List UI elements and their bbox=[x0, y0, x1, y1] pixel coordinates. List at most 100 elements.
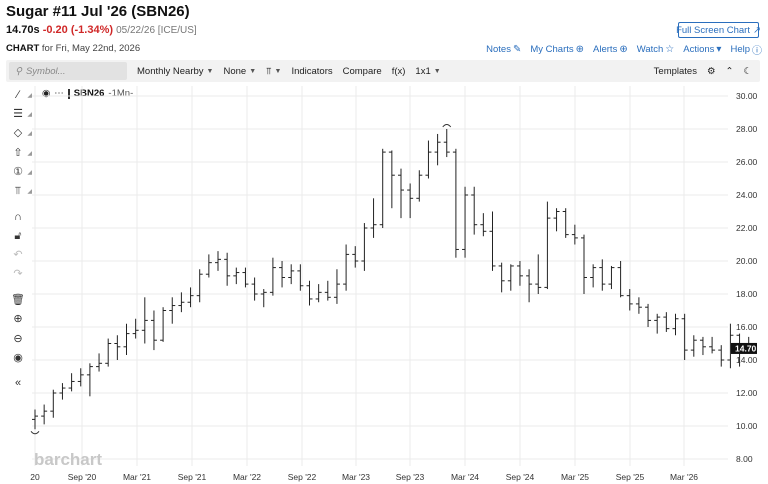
high-marker bbox=[442, 124, 452, 128]
barchart-watermark: barchart bbox=[34, 450, 102, 469]
eye-icon[interactable]: ◉ bbox=[13, 352, 23, 364]
ohlc-bar bbox=[224, 252, 231, 286]
templates-button[interactable]: Templates bbox=[653, 65, 697, 77]
notes-link[interactable]: Notes ✎ bbox=[486, 42, 521, 57]
ohlc-bar bbox=[507, 264, 514, 291]
help-link[interactable]: Help ⓘ bbox=[730, 42, 762, 57]
my-charts-label: My Charts bbox=[530, 44, 574, 55]
more-options-icon[interactable]: ⋯ bbox=[54, 88, 64, 99]
trash-icon[interactable]: 🗑︎ bbox=[11, 294, 25, 306]
bar-type-dropdown[interactable]: ⫪ ▼ bbox=[266, 66, 281, 77]
ohlc-bar bbox=[709, 336, 716, 354]
ohlc-bar bbox=[269, 257, 276, 296]
watch-link[interactable]: Watch ☆ bbox=[637, 42, 675, 57]
ohlc-bar bbox=[315, 284, 322, 303]
layout-label: 1x1 bbox=[415, 65, 431, 77]
x-tick-label: Mar '26 bbox=[670, 472, 698, 482]
ohlc-bar bbox=[160, 307, 167, 342]
alerts-label: Alerts bbox=[593, 44, 618, 55]
ohlc-bar bbox=[599, 259, 606, 291]
shape-tool-icon[interactable]: ◇ ◢ bbox=[13, 127, 32, 139]
ohlc-bar bbox=[590, 264, 597, 288]
star-icon: ☆ bbox=[665, 44, 675, 55]
series-color-swatch bbox=[67, 88, 70, 99]
chevron-down-icon: ▼ bbox=[249, 67, 257, 75]
lock-icon[interactable]: 🔓︎ bbox=[14, 230, 22, 242]
ohlc-bar bbox=[297, 264, 304, 291]
symbol-search-input[interactable]: ⚲ Symbol... bbox=[9, 62, 127, 80]
period-dropdown[interactable]: Monthly Nearby ▼ bbox=[137, 66, 213, 77]
ohlc-bar bbox=[68, 373, 75, 392]
chart-grid bbox=[32, 86, 728, 466]
chevron-down-icon: ▼ bbox=[274, 67, 282, 75]
chart-toolbar: ⚲ Symbol... Monthly Nearby ▼ None ▼ ⫪ ▼ Ind… bbox=[6, 60, 760, 82]
ohlc-bar bbox=[562, 208, 569, 238]
dark-mode-moon-icon[interactable]: ☾ bbox=[743, 65, 752, 77]
plus-circle-icon: ⊕ bbox=[619, 44, 628, 55]
ohlc-bar bbox=[196, 269, 203, 303]
last-price-badge-text: 14.70 bbox=[735, 343, 757, 353]
zoom-in-icon[interactable]: ⊕ bbox=[13, 313, 23, 325]
y-tick-label: 8.00 bbox=[736, 454, 753, 464]
help-label: Help bbox=[730, 44, 750, 55]
ohlc-bar bbox=[370, 198, 377, 238]
y-tick-label: 28.00 bbox=[736, 124, 758, 134]
x-tick-label: Sep '22 bbox=[288, 472, 317, 482]
collapse-up-icon[interactable]: ⌃ bbox=[725, 65, 734, 77]
y-tick-label: 26.00 bbox=[736, 157, 758, 167]
chart-date-line: CHART for Fri, May 22nd, 2026 bbox=[6, 43, 140, 54]
ohlc-bar bbox=[571, 224, 578, 245]
settings-gear-icon[interactable]: ⚙ bbox=[706, 65, 716, 77]
external-link-icon: ↗ bbox=[752, 24, 761, 36]
last-price: 14.70s bbox=[6, 24, 40, 36]
ohlc-bar bbox=[169, 297, 176, 324]
ohlc-bar bbox=[645, 303, 652, 327]
undo-icon[interactable]: ↶ bbox=[13, 249, 23, 261]
ohlc-bar bbox=[526, 269, 533, 303]
legend-period: -1Mn- bbox=[108, 88, 134, 99]
help-icon: ⓘ bbox=[752, 46, 762, 57]
zoom-out-icon[interactable]: ⊖ bbox=[13, 333, 23, 345]
indicators-button[interactable]: Indicators bbox=[291, 65, 333, 77]
ohlc-bar bbox=[635, 297, 642, 314]
annotation-tool-icon[interactable]: ① ◢ bbox=[13, 166, 32, 178]
compare-button[interactable]: Compare bbox=[342, 65, 382, 77]
measure-tool-icon[interactable]: ⫪ ◢ bbox=[14, 185, 32, 197]
chevron-down-icon: ▼ bbox=[206, 67, 214, 75]
alerts-link[interactable]: Alerts ⊕ bbox=[593, 42, 628, 57]
y-tick-label: 12.00 bbox=[736, 388, 758, 398]
notes-label: Notes bbox=[486, 44, 511, 55]
actions-menu[interactable]: Actions ▾ bbox=[683, 42, 721, 57]
collapse-left-icon[interactable]: « bbox=[14, 377, 22, 389]
x-tick-label: Sep '23 bbox=[396, 472, 425, 482]
x-tick-label: Mar '25 bbox=[561, 472, 589, 482]
ohlc-bar bbox=[150, 310, 157, 351]
ohlc-bar bbox=[324, 280, 331, 301]
ohlc-bar bbox=[96, 353, 103, 372]
ohlc-bar bbox=[553, 208, 560, 232]
ohlc-bar bbox=[462, 186, 469, 258]
eye-icon[interactable]: ◉ bbox=[42, 88, 51, 99]
trendline-tool-icon[interactable]: ∕ ◢ bbox=[17, 89, 32, 101]
my-charts-link[interactable]: My Charts ⊕ bbox=[530, 42, 584, 57]
y-tick-label: 20.00 bbox=[736, 256, 758, 266]
magnet-icon[interactable]: ∩ bbox=[14, 211, 22, 223]
ohlc-bar bbox=[123, 323, 130, 356]
fibonacci-tool-icon[interactable]: ☰ ◢ bbox=[13, 108, 32, 120]
x-tick-label: Sep '20 bbox=[68, 472, 97, 482]
ohlc-bar bbox=[279, 261, 286, 288]
y-tick-label: 24.00 bbox=[736, 190, 758, 200]
ohlc-bar bbox=[690, 335, 697, 357]
chart-label: CHART bbox=[6, 43, 40, 54]
ohlc-bar bbox=[32, 409, 38, 430]
layout-dropdown[interactable]: 1x1 ▼ bbox=[415, 66, 440, 77]
overlay-dropdown[interactable]: None ▼ bbox=[223, 66, 256, 77]
fx-button[interactable]: f(x) bbox=[391, 65, 406, 77]
x-tick-label: Sep '21 bbox=[178, 472, 207, 482]
redo-icon[interactable]: ↷ bbox=[13, 268, 23, 280]
y-tick-label: 16.00 bbox=[736, 322, 758, 332]
full-screen-chart-button[interactable]: Full Screen Chart ↗ bbox=[676, 22, 761, 38]
ohlc-bar bbox=[178, 292, 185, 313]
arrow-tool-icon[interactable]: ⇧ ◢ bbox=[13, 147, 32, 159]
